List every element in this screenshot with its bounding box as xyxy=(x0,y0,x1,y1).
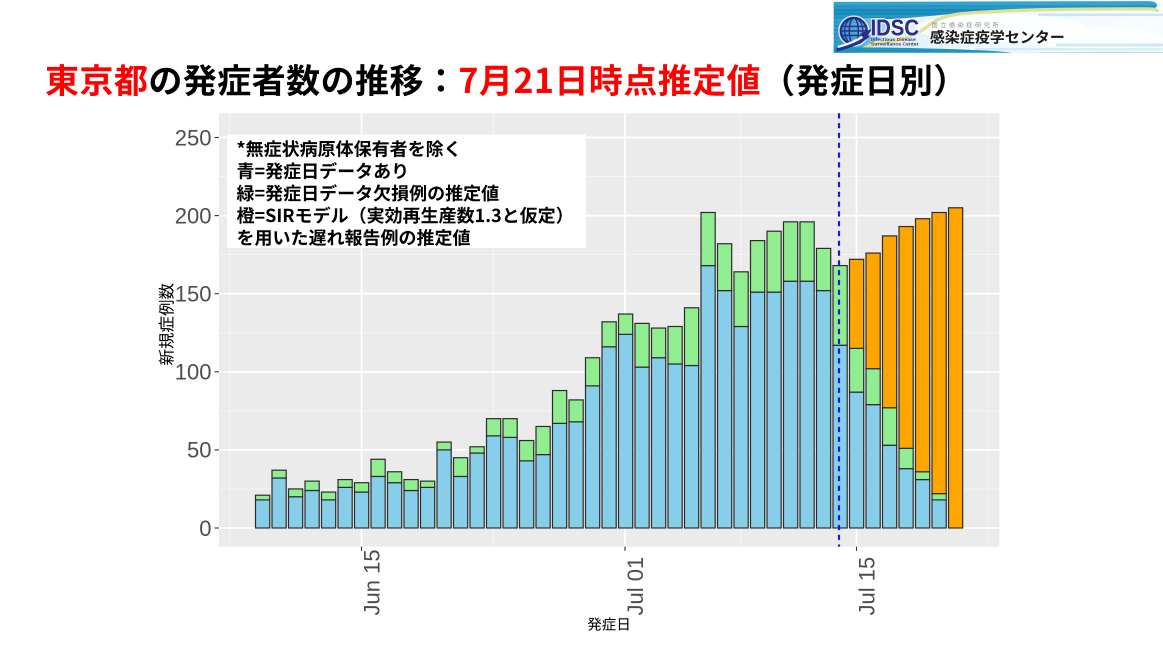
svg-text:Surveillance Center: Surveillance Center xyxy=(871,42,919,48)
svg-text:Infectious Disease: Infectious Disease xyxy=(871,37,916,43)
svg-text:50: 50 xyxy=(187,438,211,463)
svg-text:Jul 01: Jul 01 xyxy=(623,557,648,616)
svg-text:150: 150 xyxy=(175,282,212,307)
svg-text:IDSC: IDSC xyxy=(871,15,920,41)
svg-text:0: 0 xyxy=(199,516,211,541)
svg-text:IDSC: IDSC xyxy=(871,15,920,41)
svg-text:100: 100 xyxy=(175,360,212,385)
svg-text:200: 200 xyxy=(175,203,212,228)
svg-text:Jun 15: Jun 15 xyxy=(360,549,385,615)
svg-text:250: 250 xyxy=(175,125,212,150)
svg-text:Jul 15: Jul 15 xyxy=(855,557,880,616)
